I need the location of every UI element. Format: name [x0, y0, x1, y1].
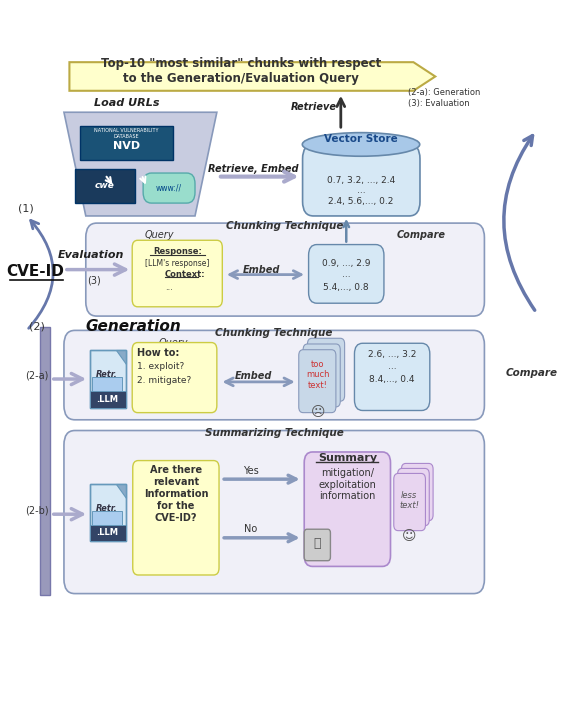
Text: 1. exploit?: 1. exploit? — [137, 363, 184, 371]
Text: (3): (3) — [87, 275, 101, 285]
FancyBboxPatch shape — [304, 452, 390, 567]
FancyArrowPatch shape — [29, 220, 53, 328]
FancyBboxPatch shape — [309, 245, 384, 303]
Text: Compare: Compare — [506, 368, 558, 378]
FancyBboxPatch shape — [92, 510, 122, 527]
FancyBboxPatch shape — [80, 126, 173, 160]
FancyArrowPatch shape — [504, 136, 535, 310]
FancyBboxPatch shape — [398, 468, 429, 526]
Text: Context:: Context: — [165, 270, 206, 279]
FancyBboxPatch shape — [133, 460, 219, 575]
Text: Evaluation: Evaluation — [58, 250, 125, 260]
Text: ...: ... — [356, 187, 365, 195]
FancyBboxPatch shape — [90, 391, 126, 408]
FancyBboxPatch shape — [90, 484, 126, 541]
FancyBboxPatch shape — [75, 169, 135, 203]
Polygon shape — [116, 350, 126, 364]
Text: Are there: Are there — [150, 465, 202, 475]
Text: Response:: Response: — [153, 247, 202, 256]
FancyBboxPatch shape — [90, 350, 126, 408]
Text: exploitation: exploitation — [319, 480, 376, 490]
Text: ...: ... — [342, 270, 351, 279]
Text: Vector Store: Vector Store — [324, 134, 398, 144]
FancyBboxPatch shape — [132, 241, 222, 307]
Text: 0.9, ..., 2.9: 0.9, ..., 2.9 — [322, 259, 371, 269]
Text: cwe: cwe — [95, 182, 115, 190]
FancyBboxPatch shape — [302, 144, 420, 216]
Text: Summarizing Technique: Summarizing Technique — [205, 429, 343, 439]
Text: ...: ... — [165, 283, 173, 292]
Text: How to:: How to: — [137, 348, 179, 358]
Text: (3): Evaluation: (3): Evaluation — [408, 99, 470, 108]
Text: 🗑: 🗑 — [314, 537, 321, 550]
Text: relevant: relevant — [153, 477, 199, 487]
Text: for the: for the — [157, 501, 195, 511]
Text: 2. mitigate?: 2. mitigate? — [137, 376, 191, 385]
Text: .LLM: .LLM — [96, 395, 118, 404]
FancyBboxPatch shape — [303, 344, 340, 407]
Text: www://: www:// — [156, 184, 182, 192]
Text: NATIONAL VULNERABILITY
DATABASE: NATIONAL VULNERABILITY DATABASE — [95, 129, 159, 139]
Text: (1): (1) — [18, 204, 34, 214]
Text: Summary: Summary — [318, 453, 377, 462]
FancyBboxPatch shape — [299, 350, 336, 413]
Text: Retr.: Retr. — [96, 504, 118, 513]
FancyBboxPatch shape — [402, 463, 433, 521]
Text: ☺: ☺ — [402, 529, 416, 544]
Polygon shape — [116, 484, 126, 498]
Text: information: information — [319, 491, 376, 501]
FancyBboxPatch shape — [92, 377, 122, 393]
Text: (2-a): (2-a) — [25, 370, 49, 381]
FancyBboxPatch shape — [132, 342, 217, 413]
Text: Query: Query — [158, 337, 188, 348]
Text: 0.7, 3.2, ..., 2.4: 0.7, 3.2, ..., 2.4 — [327, 176, 395, 185]
FancyBboxPatch shape — [64, 431, 484, 594]
Text: Load URLs: Load URLs — [94, 98, 160, 108]
FancyBboxPatch shape — [90, 525, 126, 541]
FancyBboxPatch shape — [304, 529, 331, 561]
FancyBboxPatch shape — [40, 327, 50, 595]
Text: Compare: Compare — [397, 230, 446, 241]
Text: [LLM's response]: [LLM's response] — [146, 258, 210, 268]
Text: (2): (2) — [29, 321, 45, 331]
Text: (2-a): Generation: (2-a): Generation — [408, 88, 481, 98]
Text: 2.6, ..., 3.2: 2.6, ..., 3.2 — [368, 350, 416, 359]
Text: 5.4,..., 0.8: 5.4,..., 0.8 — [323, 283, 369, 292]
Text: Chunking Technique: Chunking Technique — [226, 221, 344, 231]
Text: Embed: Embed — [235, 371, 272, 381]
Text: CVE-ID?: CVE-ID? — [155, 513, 197, 523]
Text: 2.4, 5.6,..., 0.2: 2.4, 5.6,..., 0.2 — [328, 197, 394, 206]
Text: (2-b): (2-b) — [25, 505, 49, 516]
Text: CVE-ID: CVE-ID — [7, 264, 64, 279]
Text: Generation: Generation — [86, 319, 182, 334]
FancyBboxPatch shape — [394, 473, 425, 531]
FancyBboxPatch shape — [354, 343, 430, 411]
Text: 8.4,..., 0.4: 8.4,..., 0.4 — [369, 375, 415, 383]
Text: Retr.: Retr. — [96, 370, 118, 379]
Text: Information: Information — [144, 489, 208, 499]
FancyBboxPatch shape — [143, 173, 195, 203]
FancyBboxPatch shape — [64, 330, 484, 420]
Polygon shape — [64, 112, 217, 216]
Text: too
much
text!: too much text! — [306, 360, 329, 390]
Text: NVD: NVD — [113, 141, 140, 151]
Text: Yes: Yes — [243, 465, 258, 475]
FancyBboxPatch shape — [307, 338, 345, 401]
Text: mitigation/: mitigation/ — [321, 468, 374, 478]
Text: Embed: Embed — [243, 265, 280, 274]
Text: .LLM: .LLM — [96, 528, 118, 537]
Text: Top-10 "most similar" chunks with respect
to the Generation/Evaluation Query: Top-10 "most similar" chunks with respec… — [102, 57, 382, 85]
Polygon shape — [69, 62, 435, 90]
Text: Query: Query — [145, 230, 174, 241]
Ellipse shape — [302, 133, 420, 157]
Text: Chunking Technique: Chunking Technique — [215, 328, 333, 338]
Text: ...: ... — [388, 362, 396, 370]
Text: ☹: ☹ — [311, 405, 325, 419]
Text: Retrieve: Retrieve — [290, 102, 337, 112]
FancyBboxPatch shape — [86, 223, 484, 316]
Text: less
text!: less text! — [399, 491, 419, 510]
Text: No: No — [244, 524, 257, 534]
Text: Retrieve, Embed: Retrieve, Embed — [208, 164, 299, 174]
